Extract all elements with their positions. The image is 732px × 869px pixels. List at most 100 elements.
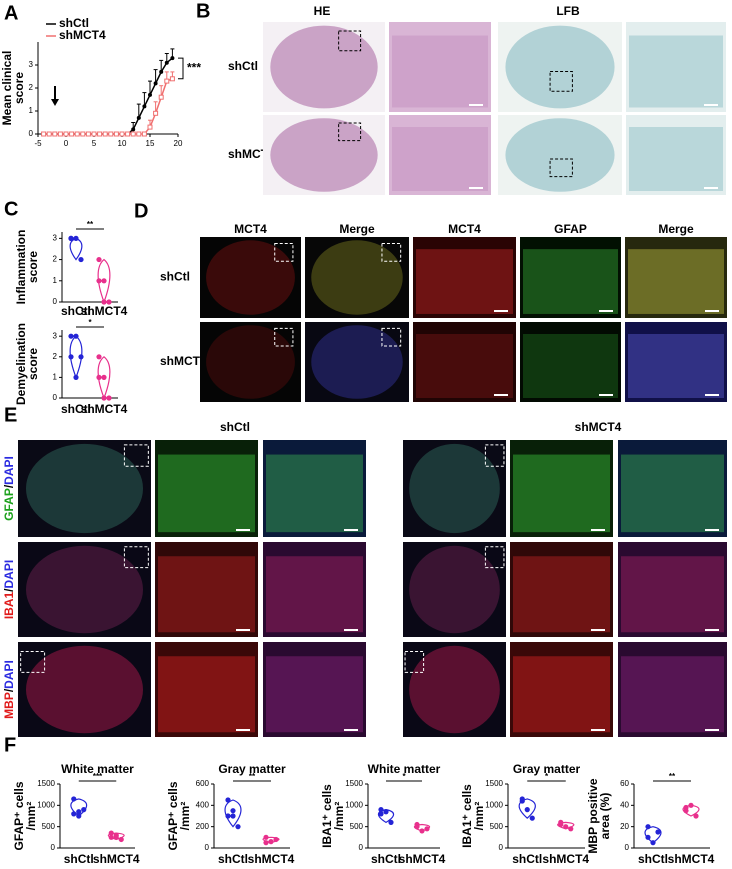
point: [113, 131, 119, 137]
chart-title: White matter: [61, 762, 134, 776]
x-tick-label: shCtl: [61, 304, 91, 318]
significance: *: [545, 772, 549, 781]
tissue: [311, 325, 403, 399]
point: [519, 798, 525, 804]
panel-letter: A: [4, 2, 18, 24]
tissue: [621, 556, 724, 633]
point: [230, 813, 236, 819]
x-tick-label: shCtl: [218, 852, 248, 866]
x-tick-label: shCtl: [61, 402, 91, 416]
point: [169, 76, 175, 82]
significance: ***: [187, 61, 201, 75]
point: [96, 256, 102, 263]
point: [101, 395, 107, 401]
counterstain-name: DAPI: [2, 456, 16, 485]
point: [63, 131, 69, 137]
tissue: [513, 454, 610, 533]
x-tick-label: shMCT4: [81, 304, 128, 318]
significance: *: [402, 772, 406, 781]
point: [688, 802, 694, 808]
point: [97, 131, 103, 137]
tissue: [628, 249, 724, 314]
y-tick-label: 1500: [37, 779, 55, 788]
point: [96, 374, 102, 380]
point: [81, 807, 87, 813]
x-tick-label: -5: [34, 139, 42, 148]
point: [96, 354, 102, 360]
point: [419, 828, 425, 834]
point: [136, 131, 142, 137]
y-tick-label: 1500: [485, 779, 503, 788]
point: [153, 81, 158, 86]
panel-letter: C: [4, 198, 18, 220]
point: [524, 807, 530, 813]
tissue: [409, 443, 500, 534]
tissue: [25, 545, 144, 634]
separator: /: [2, 484, 16, 488]
x-tick-label: shCtl: [64, 852, 94, 866]
column-header: HE: [314, 4, 331, 18]
point: [148, 92, 152, 97]
tissue: [158, 656, 255, 733]
point: [235, 824, 241, 830]
point: [378, 811, 384, 817]
point: [101, 299, 107, 305]
tissue: [206, 325, 295, 399]
point: [106, 299, 112, 305]
point: [57, 131, 63, 137]
inset-box: [274, 327, 294, 347]
tissue: [523, 249, 618, 314]
point: [693, 813, 699, 819]
tissue: [311, 240, 403, 315]
row-label: GFAP/DAPI: [2, 456, 16, 521]
point: [563, 824, 569, 830]
point: [73, 374, 79, 380]
tissue: [621, 454, 724, 533]
y-tick-label: 600: [196, 779, 210, 788]
point: [645, 824, 651, 830]
point: [101, 278, 107, 284]
y-axis-label: /mm²: [332, 802, 346, 831]
point: [113, 834, 119, 840]
point: [130, 131, 136, 137]
y-axis-label: GFAP⁺ cells: [166, 781, 180, 850]
inset-box: [274, 242, 294, 262]
point: [383, 809, 389, 815]
x-tick-label: shCtl: [638, 852, 668, 866]
y-tick-label: 1500: [345, 779, 363, 788]
y-tick-label: 1: [53, 276, 58, 285]
violin: [69, 237, 83, 261]
point: [645, 834, 651, 840]
y-tick-label: 500: [490, 822, 504, 831]
x-tick-label: shMCT4: [668, 852, 715, 866]
y-axis-label: IBA1⁺ cells: [460, 784, 474, 848]
separator: /: [2, 588, 16, 592]
inset-box: [20, 651, 46, 673]
counterstain-name: DAPI: [2, 660, 16, 689]
inset-box: [338, 122, 362, 142]
point: [101, 374, 107, 380]
tissue: [409, 645, 500, 734]
column-header: GFAP: [554, 222, 587, 236]
onset-arrow-head: [51, 99, 59, 106]
tissue: [266, 454, 363, 533]
point: [268, 839, 274, 845]
significance: ***: [93, 772, 103, 781]
violin: [224, 799, 242, 828]
y-tick-label: 1000: [345, 800, 363, 809]
x-tick-label: shMCT4: [93, 852, 140, 866]
point: [91, 131, 97, 137]
row-label: shCtl: [228, 59, 258, 73]
y-tick-label: 500: [42, 822, 56, 831]
point: [147, 124, 153, 130]
tissue: [25, 443, 144, 534]
tissue: [513, 556, 610, 633]
y-tick-label: 3: [53, 331, 58, 340]
y-tick-label: 0: [205, 843, 210, 852]
inset-box: [549, 158, 573, 178]
y-tick-label: 2: [29, 83, 34, 92]
panel-letter: D: [134, 200, 148, 222]
y-tick-label: 0: [53, 297, 58, 306]
tissue: [266, 556, 363, 633]
point: [263, 834, 269, 840]
